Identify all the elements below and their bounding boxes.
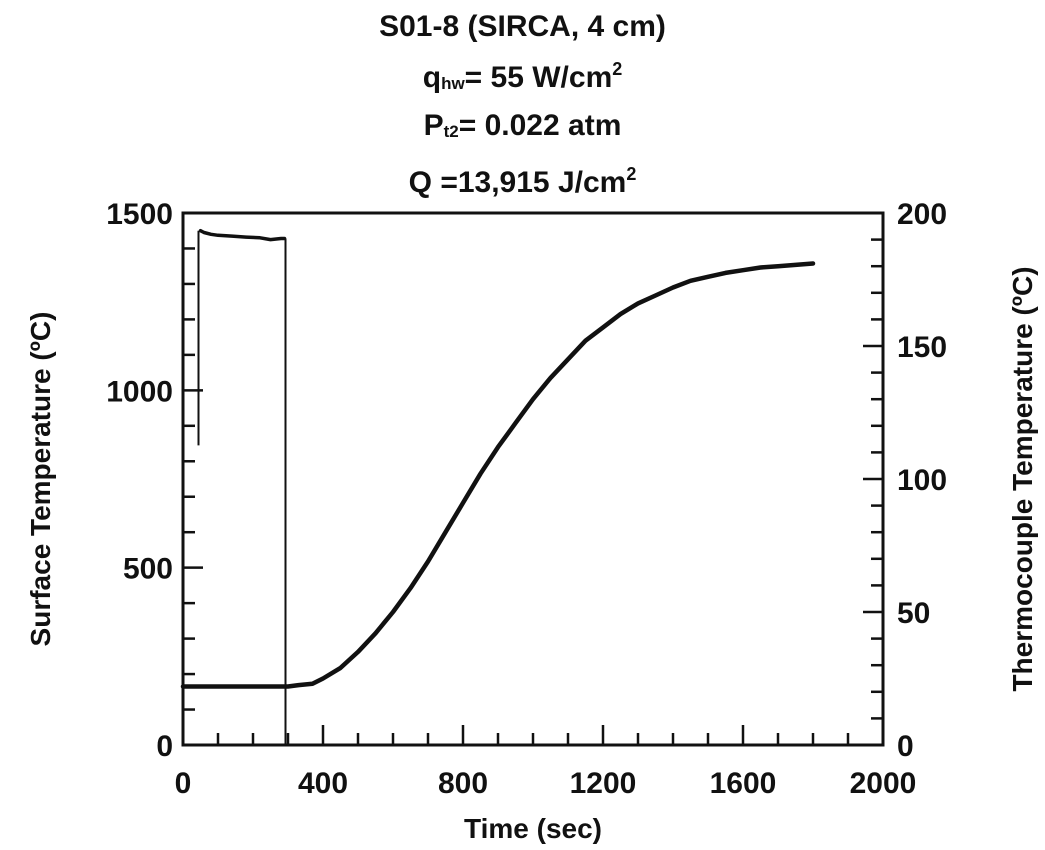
heat-flux-superscript: 2 bbox=[612, 59, 623, 79]
x-tick-label: 0 bbox=[175, 767, 192, 800]
pressure-subscript: t2 bbox=[443, 122, 459, 141]
x-tick-label: 800 bbox=[438, 767, 488, 800]
y-tick-label: 0 bbox=[156, 730, 173, 763]
x-tick-label: 400 bbox=[298, 767, 348, 800]
y2-tick-label: 0 bbox=[897, 730, 914, 763]
x-tick-label: 1200 bbox=[570, 767, 637, 800]
tick-labels: 0 400 800 1200 1600 2000 0 500 1000 1500 0 50 100 150… bbox=[106, 198, 947, 800]
title-line-2: qhw= 55 W/cm2 bbox=[0, 48, 1045, 105]
heat-flux-value: = 55 W/cm bbox=[464, 61, 613, 94]
y-tick-label: 500 bbox=[123, 553, 173, 586]
title-line-1: S01-8 (SIRCA, 4 cm) bbox=[379, 10, 666, 43]
tick-marks bbox=[181, 211, 885, 747]
y-tick-label: 1500 bbox=[106, 198, 173, 231]
pressure-value: = 0.022 atm bbox=[458, 109, 622, 142]
data-series bbox=[180, 228, 816, 745]
y2-tick-label: 150 bbox=[897, 331, 947, 364]
y-tick-label: 1000 bbox=[106, 375, 173, 408]
heat-load-superscript: 2 bbox=[626, 164, 637, 184]
heat-flux-subscript: hw bbox=[441, 74, 465, 93]
y2-axis-label: Thermocouple Temperature (ºC) bbox=[1007, 266, 1038, 691]
title-line-4: Q =13,915 J/cm2 bbox=[0, 153, 1045, 204]
y-axis-label: Surface Temperature (ºC) bbox=[25, 312, 56, 647]
chart-title: S01-8 (SIRCA, 4 cm) qhw= 55 W/cm2 Pt2= 0… bbox=[0, 6, 1045, 204]
plot-frame bbox=[181, 211, 885, 747]
y2-tick-label: 200 bbox=[897, 198, 947, 231]
x-tick-label: 1600 bbox=[710, 767, 777, 800]
heat-load-value: Q =13,915 J/cm bbox=[408, 166, 627, 199]
heat-flux-symbol: q bbox=[422, 61, 442, 94]
thermocouple-temperature-line bbox=[180, 261, 816, 689]
y2-tick-label: 50 bbox=[897, 597, 930, 630]
x-axis-label: Time (sec) bbox=[464, 813, 602, 844]
title-line-3: Pt2= 0.022 atm bbox=[0, 105, 1045, 153]
x-tick-label: 2000 bbox=[850, 767, 917, 800]
pressure-symbol: P bbox=[423, 109, 444, 142]
y2-tick-label: 100 bbox=[897, 464, 947, 497]
surface-temperature-line bbox=[198, 228, 287, 242]
